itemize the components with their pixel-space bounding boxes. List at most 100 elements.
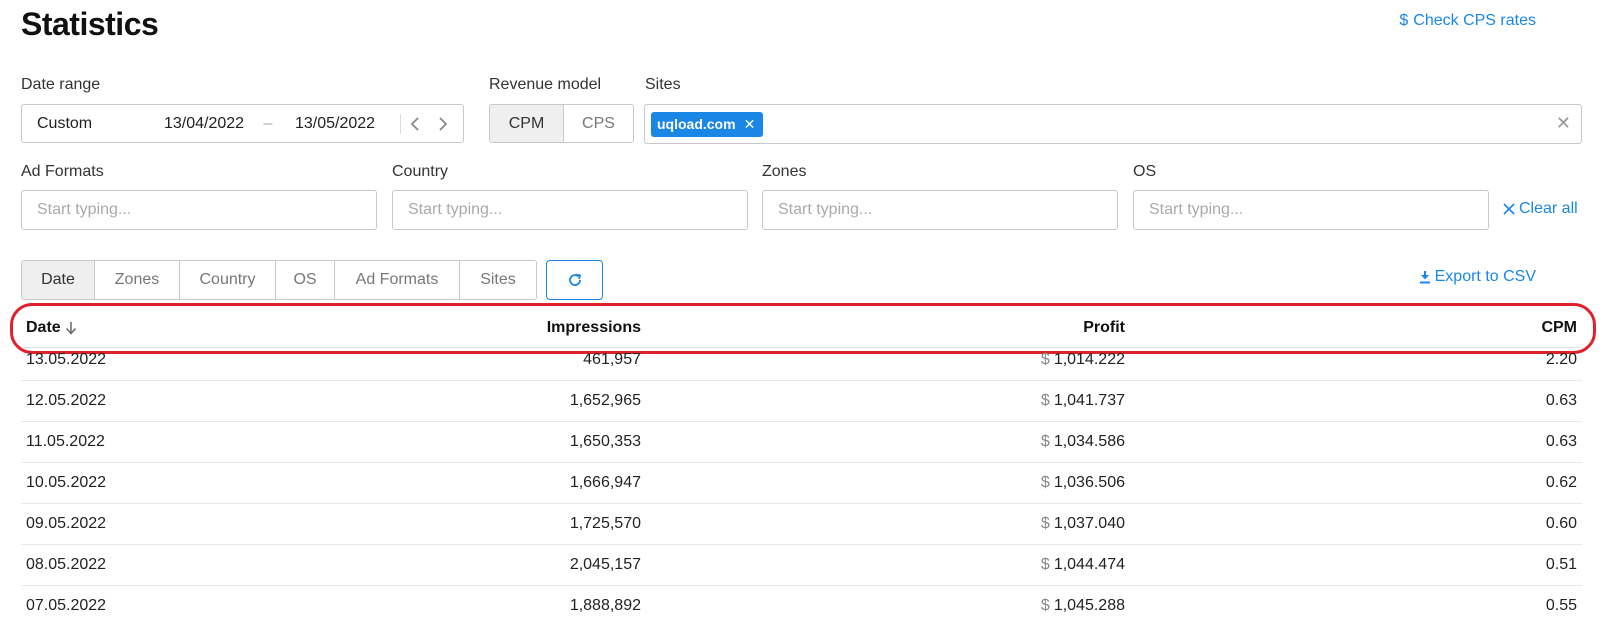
date-range-label: Date range: [21, 76, 101, 93]
table-row: 10.05.2022 1,666,947 $1,036.506 0.62: [21, 462, 1582, 504]
date-cell: 07.05.2022: [26, 597, 107, 614]
tab-os[interactable]: OS: [276, 261, 335, 299]
groupby-tabs: Date Zones Country OS Ad Formats Sites: [21, 260, 537, 300]
currency-symbol: $: [1040, 514, 1050, 532]
revenue-model-toggle: CPM CPS: [489, 104, 634, 143]
date-column-header[interactable]: Date: [21, 319, 131, 337]
cpm-cell: 0.55: [1545, 597, 1577, 614]
tab-country[interactable]: Country: [180, 261, 276, 299]
export-csv-label: Export to CSV: [1434, 268, 1536, 285]
revenue-model-cps-button[interactable]: CPS: [564, 105, 633, 142]
tab-ad-formats[interactable]: Ad Formats: [335, 261, 460, 299]
currency-symbol: $: [1040, 350, 1050, 368]
chevron-right-icon: [439, 116, 448, 131]
impressions-cell: 2,045,157: [569, 555, 641, 573]
profit-value: 1,034.586: [1053, 432, 1125, 450]
date-to-input[interactable]: 13/05/2022: [294, 114, 376, 132]
currency-symbol: $: [1040, 432, 1050, 450]
cpm-column-header[interactable]: CPM: [1541, 319, 1577, 336]
impressions-column-header[interactable]: Impressions: [546, 319, 641, 336]
date-cell: 12.05.2022: [26, 391, 107, 409]
date-cell: 09.05.2022: [26, 514, 107, 532]
profit-value: 1,044.474: [1053, 555, 1125, 573]
profit-cell: $1,044.474: [641, 556, 1125, 574]
check-cps-rates-link[interactable]: $ Check CPS rates: [1399, 12, 1536, 30]
export-csv-link[interactable]: Export to CSV: [1419, 268, 1536, 286]
site-chip-label: uqload.com: [657, 116, 736, 132]
impressions-cell: 1,650,353: [569, 432, 641, 450]
tab-zones[interactable]: Zones: [95, 261, 180, 299]
table-row: 11.05.2022 1,650,353 $1,034.586 0.63: [21, 421, 1582, 463]
currency-symbol: $: [1040, 473, 1050, 491]
sites-clear-icon[interactable]: ✕: [1555, 113, 1571, 133]
zones-input[interactable]: [762, 190, 1118, 230]
ad-formats-label: Ad Formats: [21, 163, 104, 180]
date-from-input[interactable]: 13/04/2022: [163, 114, 245, 132]
table-row: 13.05.2022 461,957 $1,014.222 2.20: [21, 339, 1582, 381]
clear-all-button[interactable]: Clear all: [1503, 200, 1578, 218]
table-row: 09.05.2022 1,725,570 $1,037.040 0.60: [21, 503, 1582, 545]
cpm-cell: 0.62: [1545, 473, 1577, 491]
dollar-icon: $: [1399, 12, 1409, 29]
profit-cell: $1,037.040: [641, 515, 1125, 533]
date-divider: [400, 113, 401, 134]
profit-column-header[interactable]: Profit: [1083, 319, 1125, 336]
zones-label: Zones: [762, 163, 807, 180]
profit-cell: $1,034.586: [641, 433, 1125, 451]
table-row: 07.05.2022 1,888,892 $1,045.288 0.55: [21, 585, 1582, 627]
download-icon: [1419, 271, 1430, 284]
date-cell: 11.05.2022: [26, 432, 105, 450]
refresh-icon: [568, 273, 581, 286]
profit-value: 1,045.288: [1053, 597, 1125, 614]
date-separator: –: [263, 114, 273, 132]
tab-date[interactable]: Date: [22, 261, 95, 299]
profit-value: 1,037.040: [1053, 514, 1125, 532]
date-next-button[interactable]: [429, 104, 457, 143]
sites-select[interactable]: uqload.com ✕ ✕: [644, 104, 1582, 144]
table-header: Date Impressions Profit CPM: [21, 309, 1582, 348]
profit-cell: $1,041.737: [641, 392, 1125, 410]
profit-value: 1,014.222: [1053, 350, 1125, 368]
country-input[interactable]: [392, 190, 748, 230]
close-icon: [1503, 203, 1515, 215]
currency-symbol: $: [1040, 597, 1050, 614]
currency-symbol: $: [1040, 555, 1050, 573]
ad-formats-input[interactable]: [21, 190, 377, 230]
os-label: OS: [1133, 163, 1157, 180]
date-prev-button[interactable]: [401, 104, 429, 143]
date-range-picker: Custom 13/04/2022 – 13/05/2022: [21, 104, 464, 143]
profit-cell: $1,045.288: [641, 597, 1125, 615]
sites-label: Sites: [645, 76, 681, 93]
date-cell: 08.05.2022: [26, 555, 107, 573]
site-chip: uqload.com ✕: [651, 111, 764, 137]
currency-symbol: $: [1040, 391, 1050, 409]
tab-sites[interactable]: Sites: [480, 271, 516, 288]
cpm-cell: 0.63: [1545, 432, 1577, 450]
chevron-left-icon: [410, 116, 419, 131]
impressions-cell: 1,666,947: [569, 473, 641, 491]
profit-cell: $1,014.222: [641, 351, 1125, 369]
profit-value: 1,041.737: [1053, 391, 1125, 409]
revenue-model-label: Revenue model: [489, 76, 602, 93]
page-title: Statistics: [21, 6, 159, 42]
cpm-cell: 0.63: [1545, 391, 1577, 409]
table-row: 08.05.2022 2,045,157 $1,044.474 0.51: [21, 544, 1582, 586]
impressions-cell: 1,725,570: [569, 514, 641, 532]
profit-cell: $1,036.506: [641, 474, 1125, 492]
impressions-cell: 461,957: [583, 350, 641, 368]
sort-down-icon: [65, 322, 76, 335]
table-row: 12.05.2022 1,652,965 $1,041.737 0.63: [21, 380, 1582, 422]
date-column-label: Date: [26, 319, 61, 336]
cpm-cell: 2.20: [1545, 350, 1577, 368]
cpm-cell: 0.51: [1545, 555, 1577, 573]
revenue-model-cpm-button[interactable]: CPM: [490, 105, 564, 142]
os-input[interactable]: [1133, 190, 1489, 230]
date-cell: 13.05.2022: [26, 350, 107, 368]
date-preset-select[interactable]: Custom: [37, 114, 93, 132]
clear-all-label: Clear all: [1519, 200, 1578, 217]
impressions-cell: 1,652,965: [569, 391, 641, 409]
chip-remove-icon[interactable]: ✕: [743, 115, 756, 132]
profit-value: 1,036.506: [1053, 473, 1125, 491]
impressions-cell: 1,888,892: [569, 597, 641, 614]
refresh-button[interactable]: [546, 260, 603, 300]
